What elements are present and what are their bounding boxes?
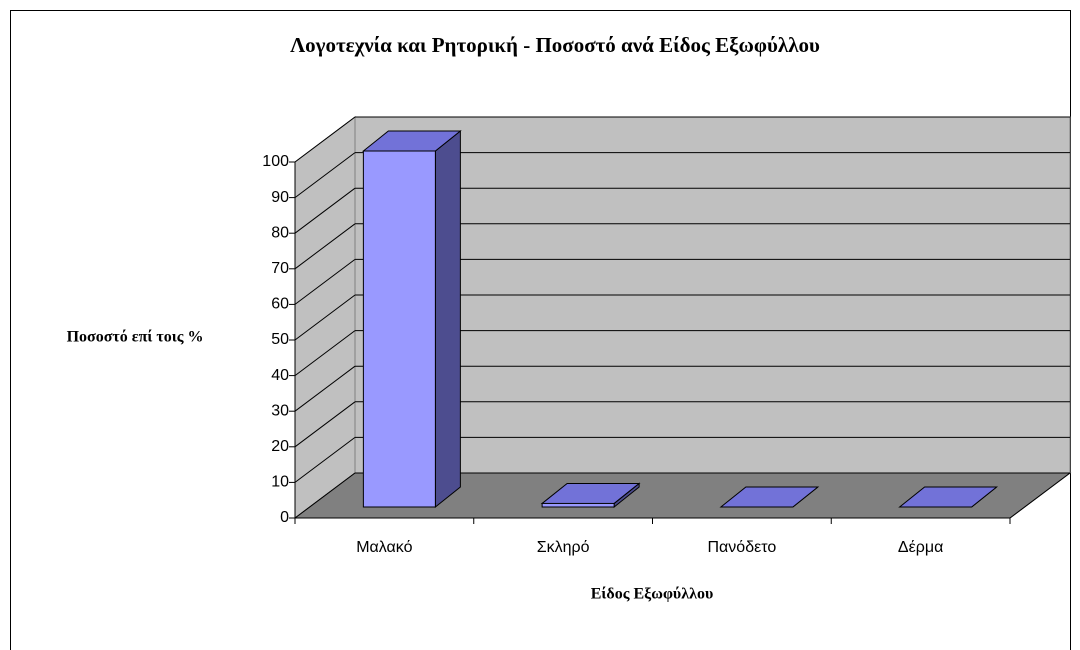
bar: [898, 486, 999, 508]
bar-side: [434, 129, 461, 509]
side-grid-line: [294, 187, 356, 234]
side-grid-line: [294, 258, 356, 305]
y-tick-label: 60: [271, 296, 289, 313]
x-tick-label: Μαλακό: [356, 539, 412, 556]
x-tick-label: Πανόδετο: [708, 539, 777, 556]
bar: [540, 482, 641, 509]
y-tick-label: 50: [271, 331, 289, 348]
y-tick-label: 90: [271, 189, 289, 206]
y-tick-label: 0: [280, 509, 289, 526]
bar-front: [362, 150, 436, 508]
bar: [719, 486, 820, 508]
side-grid-line: [294, 365, 356, 412]
y-tick-label: 70: [271, 260, 289, 277]
y-tick-label: 80: [271, 224, 289, 241]
floor-edge: [1009, 472, 1071, 519]
y-tick-label: 30: [271, 402, 289, 419]
side-grid-line: [294, 223, 356, 270]
x-tick-label: Σκληρό: [537, 539, 590, 556]
x-tick-label: Δέρμα: [898, 539, 943, 556]
bar-top: [898, 486, 999, 508]
y-tick-label: 10: [271, 474, 289, 491]
side-grid-line: [294, 472, 356, 519]
side-grid-line: [294, 294, 356, 341]
bar-top: [719, 486, 820, 508]
side-grid-line: [294, 401, 356, 448]
bar: [361, 129, 462, 509]
bar-front: [541, 502, 615, 508]
x-axis-label: Είδος Εξωφύλλου: [591, 586, 714, 603]
y-tick-label: 20: [271, 438, 289, 455]
side-grid-line: [294, 436, 356, 483]
y-tick-label: 100: [262, 153, 289, 170]
side-grid-line: [294, 152, 356, 199]
y-axis-label: Ποσοστό επί τοις %: [67, 329, 204, 346]
side-grid-line: [294, 116, 356, 163]
y-tick-label: 40: [271, 367, 289, 384]
side-grid-line: [294, 330, 356, 377]
chart-title: Λογοτεχνία και Ρητορική - Ποσοστό ανά Εί…: [290, 33, 820, 57]
